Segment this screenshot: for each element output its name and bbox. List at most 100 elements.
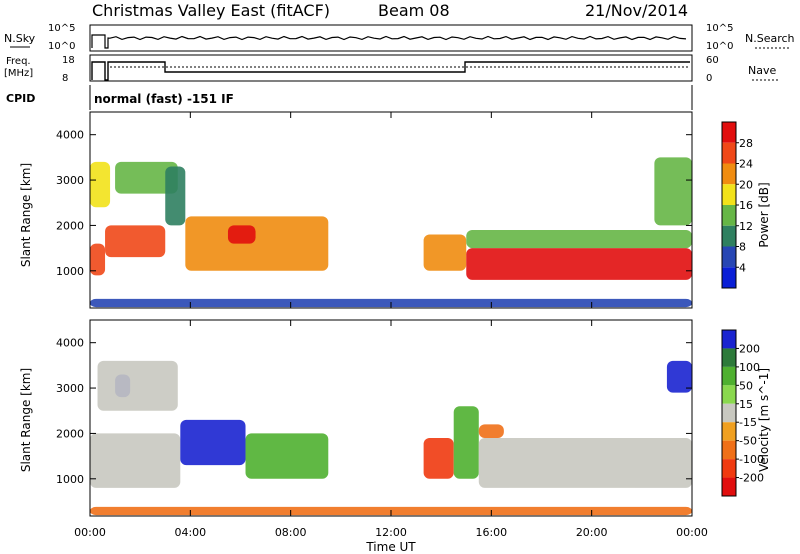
heatmap-region (466, 248, 692, 280)
nsky-tick-high: 10^5 (48, 23, 75, 34)
power-colorbar: 4 8 12 16 20 24 28 (721, 121, 753, 289)
colorbar-swatch (722, 184, 736, 205)
noise-panel (89, 24, 693, 52)
heatmap-region (478, 424, 504, 438)
freq-unit-label: [MHz] (4, 68, 33, 79)
freq-panel (89, 54, 693, 82)
velocity-colorbar-label: Velocity [m s^-1] (757, 368, 771, 472)
heatmap-region (245, 433, 329, 479)
x-tick-label: 04:00 (174, 526, 206, 539)
power-colorbar-label: Power [dB] (757, 182, 771, 247)
power-ylabel: Slant Range [km] (19, 163, 33, 267)
nave-tick-high: 60 (706, 55, 719, 66)
colorbar-swatch (722, 422, 736, 441)
station-title: Christmas Valley East (fitACF) (92, 1, 330, 20)
colorbar-tick-label: 15 (739, 398, 753, 411)
colorbar-swatch (722, 163, 736, 185)
freq-trace-line (91, 61, 690, 81)
y-tick-label: 4000 (56, 129, 84, 142)
colorbar-tick-label: -15 (739, 416, 757, 429)
colorbar-swatch (722, 122, 736, 143)
freq-tick-low: 8 (62, 73, 68, 84)
velocity-colorbar: 200 100 50 15 -15 -50 -100 -200 (721, 329, 764, 497)
heatmap-region (115, 161, 178, 194)
heatmap-region (105, 225, 166, 258)
heatmap-region (654, 157, 692, 226)
heatmap-region (453, 406, 479, 479)
colorbar-tick-label: -100 (739, 453, 764, 466)
velocity-ylabel: Slant Range [km] (19, 368, 33, 472)
heatmap-region (165, 166, 186, 226)
colorbar-swatch (722, 225, 736, 247)
y-tick-label: 2000 (56, 427, 84, 440)
heatmap-region (423, 234, 467, 271)
freq-trace (91, 61, 690, 81)
heatmap-region (423, 437, 454, 479)
freq-label: Freq. (6, 56, 31, 67)
velocity-heatmap-cells (90, 360, 692, 516)
colorbar-swatch (722, 246, 736, 268)
colorbar-tick-label: 100 (739, 361, 760, 374)
colorbar-swatch (722, 142, 736, 164)
x-tick-label: 00:00 (74, 526, 106, 539)
heatmap-region (227, 225, 256, 244)
time-axis-ticks: 00:00 04:00 08:00 12:00 16:00 20:00 00:00 (74, 112, 708, 539)
colorbar-swatch (722, 267, 736, 288)
colorbar-tick-label: 50 (739, 379, 753, 392)
y-tick-label: 2000 (56, 219, 84, 232)
nave-label: Nave (748, 64, 776, 77)
velocity-y-ticks: 1000 2000 3000 4000 (56, 337, 692, 486)
colorbar-tick-label: 12 (739, 220, 753, 233)
heatmap-region (90, 161, 111, 208)
y-tick-label: 3000 (56, 174, 84, 187)
power-y-ticks: 1000 2000 3000 4000 (56, 129, 692, 278)
colorbar-tick-label: -200 (739, 472, 764, 485)
time-axis-label: Time UT (365, 540, 416, 554)
nsearch-label: N.Search (745, 32, 795, 45)
heatmap-region (180, 419, 246, 466)
nsky-tick-low: 10^0 (48, 41, 75, 52)
cpid-text: normal (fast) -151 IF (94, 92, 234, 106)
cpid-label: CPID (6, 92, 35, 105)
colorbar-swatch (722, 205, 736, 226)
colorbar-tick-label: 4 (739, 261, 746, 274)
nsky-label: N.Sky (4, 32, 36, 45)
colorbar-tick-label: 8 (739, 241, 746, 254)
colorbar-swatch (722, 330, 736, 349)
colorbar-swatch (722, 403, 736, 423)
colorbar-tick-label: -50 (739, 435, 757, 448)
colorbar-tick-label: 24 (739, 158, 753, 171)
colorbar-swatch (722, 385, 736, 404)
y-tick-label: 3000 (56, 382, 84, 395)
colorbar-swatch (722, 366, 736, 386)
colorbar-swatch (722, 477, 736, 496)
freq-tick-high: 18 (62, 55, 75, 66)
heatmap-region (90, 433, 181, 488)
noise-trace (91, 34, 687, 49)
heatmap-region (185, 216, 329, 271)
colorbar-tick-label: 28 (739, 137, 753, 150)
heatmap-region (466, 229, 692, 249)
colorbar-tick-label: 16 (739, 199, 753, 212)
y-tick-label: 1000 (56, 265, 84, 278)
colorbar-swatch (722, 348, 736, 367)
x-tick-label: 16:00 (475, 526, 507, 539)
heatmap-region (90, 243, 106, 276)
beam-label: Beam 08 (378, 1, 450, 20)
nsearch-tick-low: 10^0 (706, 41, 733, 52)
heatmap-region (97, 360, 178, 411)
nave-tick-low: 0 (706, 73, 712, 84)
x-tick-label: 20:00 (576, 526, 608, 539)
y-tick-label: 4000 (56, 337, 84, 350)
x-tick-label: 08:00 (275, 526, 307, 539)
colorbar-tick-label: 200 (739, 342, 760, 355)
x-tick-label: 12:00 (375, 526, 407, 539)
colorbar-tick-label: 20 (739, 178, 753, 191)
date-label: 21/Nov/2014 (585, 1, 688, 20)
y-tick-label: 1000 (56, 473, 84, 486)
heatmap-region (478, 437, 692, 488)
colorbar-swatch (722, 440, 736, 460)
colorbar-swatch (722, 459, 736, 478)
nsearch-tick-high: 10^5 (706, 23, 733, 34)
